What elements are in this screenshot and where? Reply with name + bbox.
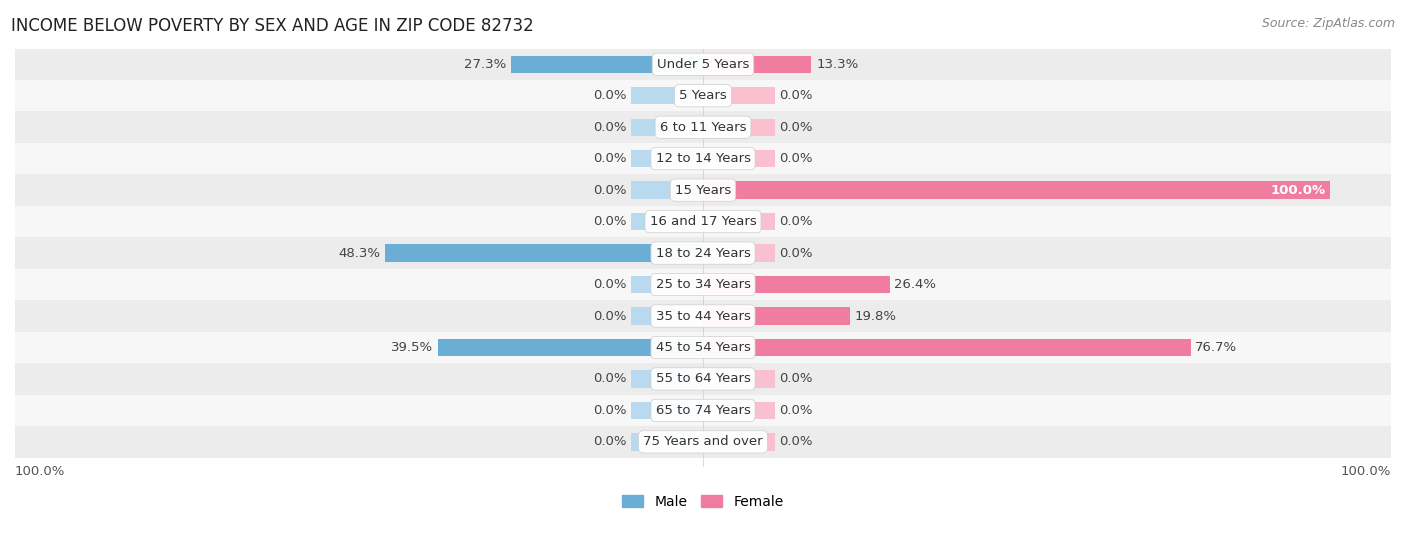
Text: 0.0%: 0.0%: [593, 184, 627, 197]
Text: 45 to 54 Years: 45 to 54 Years: [655, 341, 751, 354]
Bar: [15, 143, 1391, 174]
Text: 25 to 34 Years: 25 to 34 Years: [655, 278, 751, 291]
Text: 0.0%: 0.0%: [593, 121, 627, 134]
Bar: [631, 119, 703, 136]
Bar: [631, 307, 703, 325]
Bar: [703, 307, 851, 325]
Text: 6 to 11 Years: 6 to 11 Years: [659, 121, 747, 134]
Text: 0.0%: 0.0%: [779, 435, 813, 448]
Text: 0.0%: 0.0%: [779, 404, 813, 417]
Text: 39.5%: 39.5%: [391, 341, 433, 354]
Text: 16 and 17 Years: 16 and 17 Years: [650, 215, 756, 228]
Text: 0.0%: 0.0%: [779, 215, 813, 228]
Text: Source: ZipAtlas.com: Source: ZipAtlas.com: [1261, 17, 1395, 30]
Text: 75 Years and over: 75 Years and over: [643, 435, 763, 448]
Bar: [15, 395, 1391, 426]
Text: 0.0%: 0.0%: [779, 372, 813, 386]
Bar: [703, 276, 890, 293]
Bar: [703, 370, 775, 387]
Bar: [631, 276, 703, 293]
Text: 13.3%: 13.3%: [815, 58, 858, 71]
Text: 0.0%: 0.0%: [779, 247, 813, 259]
Bar: [15, 111, 1391, 143]
Bar: [631, 182, 703, 199]
Bar: [15, 363, 1391, 395]
Text: Under 5 Years: Under 5 Years: [657, 58, 749, 71]
Text: 15 Years: 15 Years: [675, 184, 731, 197]
Text: 0.0%: 0.0%: [593, 278, 627, 291]
Bar: [510, 55, 703, 73]
Bar: [15, 426, 1391, 458]
Bar: [15, 331, 1391, 363]
Bar: [15, 206, 1391, 238]
Bar: [15, 49, 1391, 80]
Bar: [439, 339, 703, 356]
Bar: [15, 174, 1391, 206]
Bar: [703, 244, 775, 262]
Text: 100.0%: 100.0%: [1270, 184, 1326, 197]
Text: 65 to 74 Years: 65 to 74 Years: [655, 404, 751, 417]
Text: 48.3%: 48.3%: [339, 247, 381, 259]
Bar: [631, 150, 703, 167]
Text: 26.4%: 26.4%: [894, 278, 936, 291]
Bar: [439, 339, 703, 356]
Text: 5 Years: 5 Years: [679, 89, 727, 102]
Bar: [510, 55, 703, 73]
Text: 0.0%: 0.0%: [593, 372, 627, 386]
Text: 27.3%: 27.3%: [464, 58, 506, 71]
Text: 19.8%: 19.8%: [855, 310, 897, 323]
Bar: [703, 339, 1191, 356]
Bar: [703, 150, 775, 167]
Text: 12 to 14 Years: 12 to 14 Years: [655, 152, 751, 165]
Text: 0.0%: 0.0%: [593, 435, 627, 448]
Bar: [631, 433, 703, 451]
Text: 35 to 44 Years: 35 to 44 Years: [655, 310, 751, 323]
Bar: [631, 213, 703, 230]
Text: 100.0%: 100.0%: [15, 466, 65, 479]
Bar: [703, 433, 775, 451]
Bar: [703, 213, 775, 230]
Bar: [703, 55, 811, 73]
Bar: [703, 182, 1330, 199]
Bar: [15, 269, 1391, 300]
Text: 0.0%: 0.0%: [779, 152, 813, 165]
Bar: [15, 300, 1391, 331]
Text: 100.0%: 100.0%: [1341, 466, 1391, 479]
Bar: [385, 244, 703, 262]
Text: 0.0%: 0.0%: [779, 89, 813, 102]
Legend: Male, Female: Male, Female: [617, 489, 789, 514]
Text: INCOME BELOW POVERTY BY SEX AND AGE IN ZIP CODE 82732: INCOME BELOW POVERTY BY SEX AND AGE IN Z…: [11, 17, 534, 35]
Bar: [631, 370, 703, 387]
Text: 0.0%: 0.0%: [593, 89, 627, 102]
Text: 0.0%: 0.0%: [779, 121, 813, 134]
Bar: [631, 87, 703, 105]
Bar: [703, 402, 775, 419]
Text: 0.0%: 0.0%: [593, 310, 627, 323]
Bar: [15, 80, 1391, 111]
Text: 55 to 64 Years: 55 to 64 Years: [655, 372, 751, 386]
Text: 76.7%: 76.7%: [1195, 341, 1237, 354]
Text: 0.0%: 0.0%: [593, 215, 627, 228]
Bar: [15, 238, 1391, 269]
Text: 0.0%: 0.0%: [593, 404, 627, 417]
Bar: [703, 87, 775, 105]
Bar: [385, 244, 703, 262]
Bar: [703, 119, 775, 136]
Text: 18 to 24 Years: 18 to 24 Years: [655, 247, 751, 259]
Bar: [631, 402, 703, 419]
Text: 0.0%: 0.0%: [593, 152, 627, 165]
